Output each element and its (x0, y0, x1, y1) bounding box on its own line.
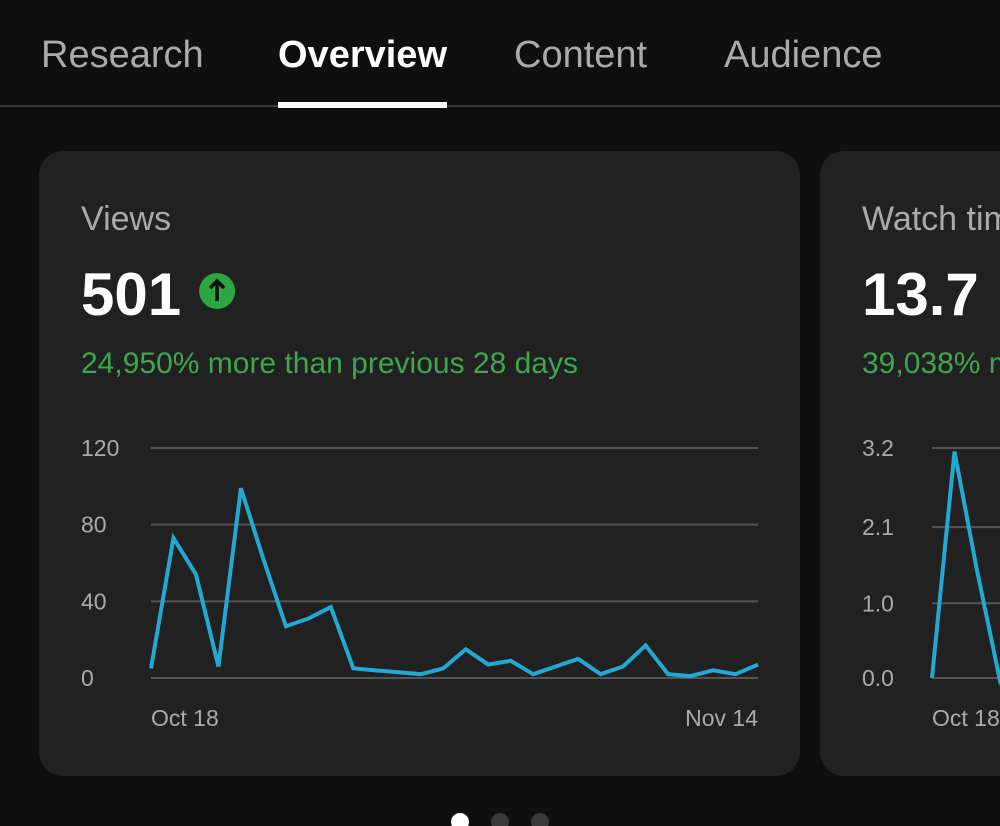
line-series (930, 451, 1000, 686)
y-tick-label: 2.1 (862, 514, 894, 540)
tab[interactable]: Content (514, 34, 648, 76)
page-dot[interactable] (491, 813, 509, 826)
y-tick-label: 120 (81, 435, 119, 461)
active-tab-indicator (278, 102, 447, 108)
tab[interactable]: Research (41, 34, 204, 76)
card-title: Watch time (862, 200, 1000, 238)
line-series (149, 487, 759, 679)
x-tick-label: Oct 18 (151, 705, 219, 731)
y-tick-label: 0 (81, 665, 94, 691)
y-tick-label: 3.2 (862, 435, 894, 461)
x-tick-label: Nov 14 (685, 705, 758, 731)
y-tick-label: 1.0 (862, 590, 894, 616)
y-tick-label: 0.0 (862, 665, 894, 691)
metric-card[interactable] (820, 151, 1000, 776)
card-change: 39,038% more than previous 28 days (862, 347, 1000, 380)
card-change: 24,950% more than previous 28 days (81, 347, 578, 380)
metric-card[interactable] (39, 151, 800, 776)
y-tick-label: 40 (81, 588, 107, 614)
page-dot-active[interactable] (451, 813, 469, 826)
card-title: Views (81, 200, 171, 238)
trend-arrow (208, 278, 226, 301)
y-tick-label: 80 (81, 512, 107, 538)
trend-up-icon (199, 273, 236, 309)
x-tick-label: Oct 18 (932, 705, 1000, 731)
tab[interactable]: Overview (278, 34, 447, 76)
card-value: 13.7 (862, 261, 979, 328)
page-dot[interactable] (531, 813, 549, 826)
card-value: 501 (81, 261, 181, 328)
tab[interactable]: Audience (724, 34, 882, 76)
